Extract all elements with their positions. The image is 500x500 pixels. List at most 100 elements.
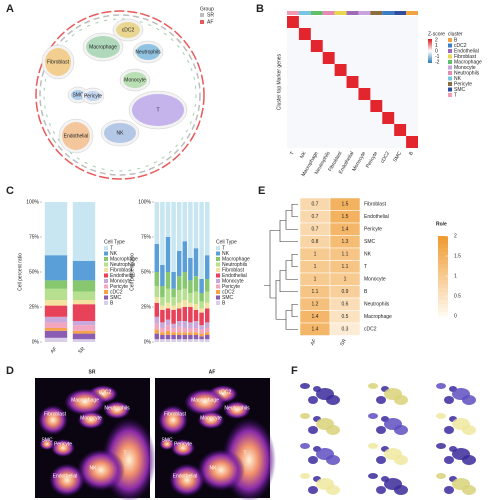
bar-segment <box>176 326 182 333</box>
bar-segment <box>154 272 160 286</box>
legend-swatch <box>448 60 452 64</box>
bar-segment <box>204 255 210 279</box>
color-bar-step <box>438 312 448 317</box>
umap-blob <box>444 486 454 494</box>
x-tick-label: SMC <box>392 150 403 163</box>
legend-label: Endothelial <box>454 48 479 54</box>
legend-tick: 1.5 <box>454 253 461 259</box>
density-blob <box>159 438 175 450</box>
color-bar-step <box>438 276 448 281</box>
bar-segment <box>171 305 176 310</box>
heatmap-cell <box>329 322 361 336</box>
bar-segment <box>72 300 96 305</box>
bar-segment <box>154 316 160 324</box>
bar-segment <box>204 332 210 335</box>
cluster <box>104 123 136 143</box>
legend-tick: 1 <box>435 43 438 49</box>
bar-segment <box>176 302 182 309</box>
cell-value: 0.8 <box>312 239 319 245</box>
y-axis-label: Cell percent ratio <box>17 253 23 291</box>
row-label: cDC2 <box>364 327 377 333</box>
legend-label: Pericyte <box>454 81 472 87</box>
bar-segment <box>165 202 171 237</box>
bar-segment <box>199 301 204 309</box>
legend-title: cluster <box>448 31 463 37</box>
bar-segment <box>171 335 176 340</box>
umap-blob <box>394 455 408 465</box>
legend-label: B <box>454 37 458 43</box>
row-label: Fibroblast <box>364 202 387 208</box>
legend-label: SMC <box>110 295 122 301</box>
bar-segment <box>188 322 193 328</box>
legend-swatch <box>104 246 108 250</box>
color-bar-step <box>438 292 448 297</box>
inner-ring <box>39 14 201 176</box>
bar-segment <box>171 202 176 272</box>
bar-segment <box>193 309 199 321</box>
legend-label: Fibroblast <box>222 267 245 273</box>
umap-blob <box>326 395 340 405</box>
row-label: Monocyte <box>364 277 386 283</box>
legend-swatch <box>216 284 220 289</box>
marker-block <box>394 124 407 136</box>
cluster-label: Fibroblast <box>47 59 70 65</box>
legend-swatch <box>448 71 452 75</box>
cluster-label: NK <box>117 130 125 136</box>
bar-segment <box>44 316 68 323</box>
umap-blob <box>368 413 378 419</box>
cluster-bar <box>298 11 311 15</box>
legend-swatch <box>448 93 452 97</box>
legend-label: Neutrophils <box>222 262 248 268</box>
bar-segment <box>193 304 199 310</box>
cluster-label: T <box>123 450 126 456</box>
bar-segment <box>204 291 210 303</box>
legend-swatch <box>104 268 108 272</box>
umap-blob <box>436 473 446 479</box>
bar-segment <box>176 202 182 251</box>
column-label: SR <box>339 338 348 347</box>
cluster-bar <box>382 11 395 15</box>
bar-segment <box>165 330 171 335</box>
x-tick-label: Pericyte <box>365 150 379 169</box>
color-bar-step <box>438 252 448 257</box>
color-bar-step <box>438 240 448 245</box>
bar-segment <box>193 321 199 328</box>
legend-label: Endothelial <box>222 273 247 279</box>
legend-label: Macrophage <box>110 256 138 262</box>
bar-segment <box>44 280 68 289</box>
legend-swatch <box>216 273 220 278</box>
bar-segment <box>160 328 165 333</box>
bar-segment <box>182 288 188 300</box>
bar-segment <box>72 330 96 334</box>
cluster-label: Pericyte <box>54 441 72 447</box>
cluster-label: Pericyte <box>174 441 192 447</box>
cluster <box>62 122 90 150</box>
marker-block <box>298 28 311 40</box>
bar-segment <box>154 339 160 342</box>
bar-segment <box>44 255 68 281</box>
legend-label: SMC <box>222 295 234 301</box>
bar-segment <box>44 322 68 328</box>
cluster-label: Macrophage <box>89 44 117 50</box>
bar-segment <box>171 339 176 342</box>
umap-blob <box>368 443 378 449</box>
umap-blob <box>300 473 310 479</box>
umap-blob <box>394 395 408 405</box>
color-bar-step <box>438 288 448 293</box>
bar-segment <box>72 339 96 342</box>
cluster-label: Endothelial <box>53 473 78 479</box>
bar-segment <box>182 241 188 272</box>
legend-swatch <box>448 76 452 81</box>
umap-blob <box>436 413 446 419</box>
legend-swatch <box>104 284 108 289</box>
legend-title: Cell Type <box>104 239 125 245</box>
bar-segment <box>165 325 171 331</box>
cluster <box>116 22 140 38</box>
bar-segment <box>154 244 160 272</box>
y-tick-label: 75% <box>29 234 40 240</box>
x-tick-label: T <box>289 151 296 157</box>
cluster-label: Monocyte <box>80 415 102 421</box>
bar-segment <box>193 248 199 277</box>
cell-value: 0.5 <box>342 314 349 320</box>
bar-segment <box>160 202 165 265</box>
